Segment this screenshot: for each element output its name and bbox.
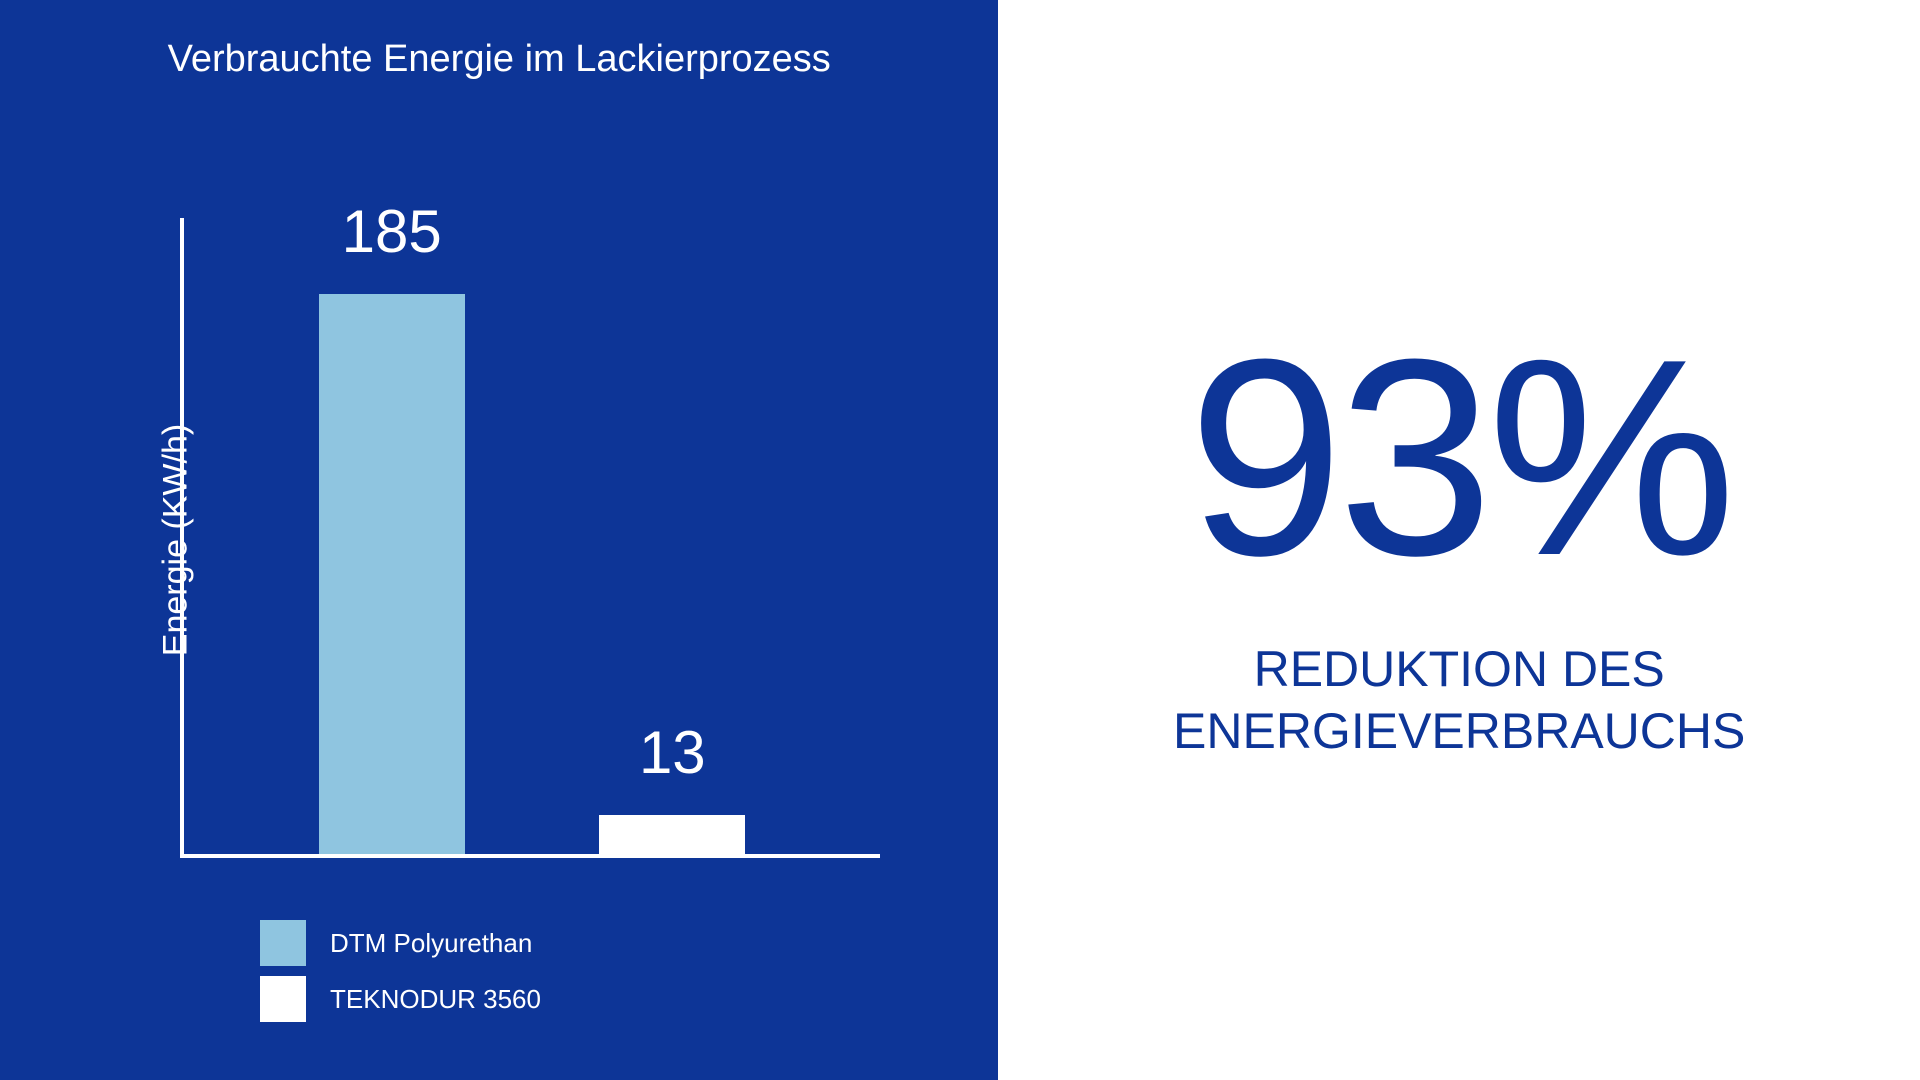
bars-wrap: 18513 [184,218,880,854]
bar-group: 185 [319,197,465,854]
legend-row: TEKNODUR 3560 [260,976,541,1022]
stat-subtitle-line1: REDUKTION DES [1254,641,1665,697]
legend-row: DTM Polyurethan [260,920,541,966]
legend-swatch [260,920,306,966]
bar-value-label: 185 [342,197,442,266]
chart-title: Verbrauchte Energie im Lackierprozess [0,38,998,81]
stat-subtitle: REDUKTION DES ENERGIEVERBRAUCHS [1173,638,1745,763]
chart-area: 18513 [180,218,880,858]
legend-swatch [260,976,306,1022]
stat-number: 93% [1188,318,1730,598]
infographic-container: Verbrauchte Energie im Lackierprozess En… [0,0,1920,1080]
x-axis-line [180,854,880,858]
legend: DTM Polyurethan TEKNODUR 3560 [260,920,541,1032]
bar-group: 13 [599,718,745,854]
bar [319,294,465,854]
chart-panel: Verbrauchte Energie im Lackierprozess En… [0,0,998,1080]
stat-subtitle-line2: ENERGIEVERBRAUCHS [1173,703,1745,759]
bar-value-label: 13 [639,718,706,787]
bar [599,815,745,854]
legend-label: DTM Polyurethan [330,928,532,959]
legend-label: TEKNODUR 3560 [330,984,541,1015]
stat-panel: 93% REDUKTION DES ENERGIEVERBRAUCHS [998,0,1920,1080]
